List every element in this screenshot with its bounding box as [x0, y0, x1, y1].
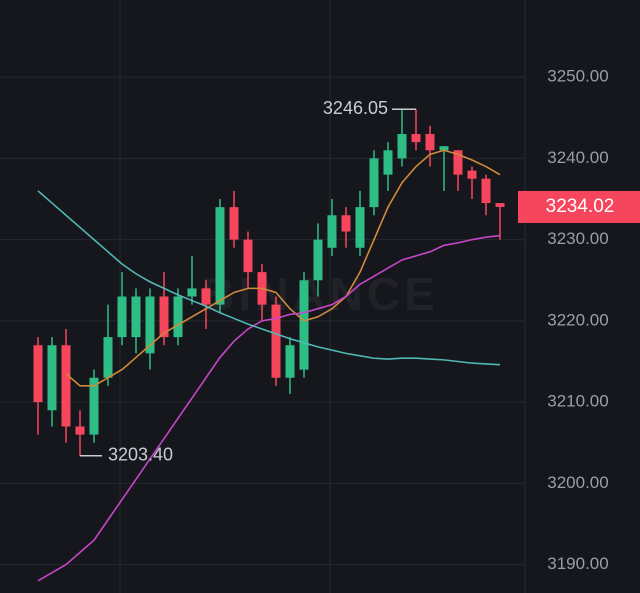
candle-body: [425, 134, 435, 151]
candle-body: [327, 215, 337, 248]
candle-body: [383, 150, 393, 175]
candle-body: [173, 296, 183, 338]
candle-body: [159, 296, 169, 338]
annotation-label: 3246.05: [323, 98, 388, 118]
y-tick-label: 3240.00: [547, 148, 608, 167]
candle-body: [313, 239, 323, 281]
annotation-label: 3203.40: [108, 444, 173, 464]
candle-body: [75, 426, 85, 435]
y-tick-label: 3200.00: [547, 473, 608, 492]
candle-body: [145, 296, 155, 354]
y-tick-label: 3220.00: [547, 310, 608, 329]
candle-body: [453, 150, 463, 175]
candle-body: [411, 134, 421, 143]
candle-body: [47, 345, 57, 411]
y-tick-label: 3250.00: [547, 67, 608, 86]
candle-body: [187, 288, 197, 297]
candle-body: [439, 146, 449, 151]
candle-body: [103, 337, 113, 378]
candle-body: [481, 178, 491, 204]
candle-body: [117, 296, 127, 338]
y-tick-label: 3190.00: [547, 554, 608, 573]
candle-body: [299, 280, 309, 370]
candle-body: [215, 207, 225, 305]
y-tick-label: 3230.00: [547, 229, 608, 248]
candle-body: [271, 304, 281, 378]
candle-body: [369, 158, 379, 208]
candle-body: [61, 345, 71, 427]
candle-body: [243, 239, 253, 273]
candle-body: [397, 134, 407, 159]
y-tick-label: 3210.00: [547, 392, 608, 411]
last-price-label: 3234.02: [546, 196, 615, 217]
candle-body: [201, 288, 211, 305]
candle-body: [285, 345, 295, 378]
moving-average-line: [37, 190, 501, 366]
moving-average-line: [37, 234, 501, 582]
candle-body: [341, 215, 351, 232]
candle-body: [495, 203, 505, 207]
last-price-box: [518, 190, 640, 223]
candle-body: [89, 377, 99, 435]
candle-body: [229, 207, 239, 240]
moving-average-line: [65, 149, 501, 387]
candle-body: [131, 296, 141, 338]
candle-body: [355, 207, 365, 248]
candle-body: [467, 170, 477, 179]
candle-body: [33, 345, 43, 403]
